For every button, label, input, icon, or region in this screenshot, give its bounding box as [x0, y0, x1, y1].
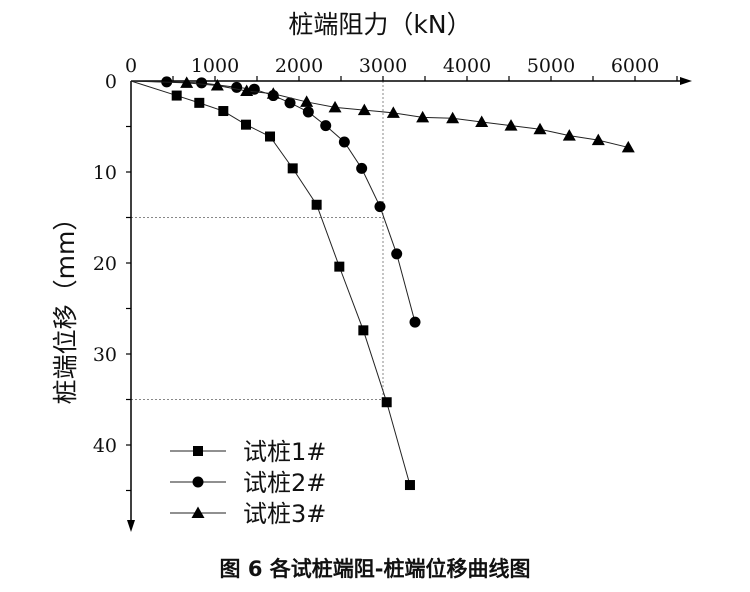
data-point-triangle: [210, 79, 224, 91]
data-point-circle: [302, 106, 314, 118]
data-point-triangle: [533, 122, 547, 135]
series-line-2: [130, 80, 416, 323]
data-point-square: [358, 325, 369, 336]
figure-caption: 图 6 各试桩端阻-桩端位移曲线图: [219, 557, 531, 581]
data-point-circle: [231, 81, 243, 93]
data-point-triangle: [180, 76, 194, 88]
legend-label: 试桩1#: [243, 438, 326, 466]
data-point-circle: [374, 201, 386, 213]
data-point-circle: [391, 248, 403, 260]
data-point-square: [194, 97, 205, 108]
data-point-triangle: [357, 103, 371, 116]
data-point-square: [334, 261, 345, 272]
legend-label: 试桩3#: [243, 500, 326, 528]
legend-marker-circle-icon: [192, 476, 204, 488]
data-point-triangle: [386, 106, 400, 118]
x-tick-label: 5000: [527, 55, 575, 77]
x-tick-label: 0: [125, 55, 137, 77]
legend-label: 试桩2#: [243, 469, 326, 497]
x-tick-label: 4000: [443, 55, 491, 77]
y-tick-label: 40: [93, 435, 117, 457]
data-point-triangle: [266, 87, 280, 99]
y-tick-label: 0: [105, 71, 117, 93]
data-point-triangle: [240, 84, 254, 97]
data-point-circle: [320, 120, 332, 132]
x-tick-label: 6000: [611, 55, 659, 77]
y-axis-title: 桩端位移（mm）: [51, 206, 80, 405]
data-point-circle: [338, 136, 350, 148]
data-point-triangle: [300, 95, 314, 107]
y-tick-label: 10: [93, 162, 117, 184]
data-point-square: [381, 397, 392, 408]
data-point-square: [311, 199, 322, 210]
x-tick-label: 3000: [359, 55, 407, 77]
y-tick-label: 20: [93, 253, 117, 275]
data-point-circle: [409, 316, 421, 328]
x-axis-arrow-icon: [680, 77, 692, 85]
y-tick-label: 30: [93, 344, 117, 366]
data-point-triangle: [591, 133, 605, 146]
data-point-square: [287, 163, 298, 174]
legend-marker-triangle-icon: [191, 506, 205, 518]
x-tick-label: 2000: [275, 55, 323, 77]
data-point-triangle: [504, 119, 518, 131]
data-point-circle: [356, 162, 368, 174]
series-line-3: [130, 80, 629, 148]
data-point-triangle: [621, 140, 635, 153]
data-point-square: [218, 106, 229, 117]
x-axis-title: 桩端阻力（kN）: [288, 10, 471, 39]
data-point-circle: [284, 97, 296, 109]
data-point-triangle: [328, 100, 342, 113]
data-point-circle: [196, 77, 208, 89]
data-point-triangle: [562, 129, 576, 141]
data-point-triangle: [446, 111, 460, 124]
y-axis-arrow-icon: [127, 520, 135, 532]
data-point-square: [240, 119, 251, 130]
data-point-square: [171, 90, 182, 101]
series-line-1: [130, 80, 411, 486]
data-point-square: [404, 480, 415, 491]
data-point-triangle: [416, 110, 430, 123]
data-point-triangle: [475, 115, 489, 127]
x-tick-label: 1000: [191, 55, 239, 77]
legend-marker-square-icon: [193, 446, 203, 456]
data-point-square: [265, 131, 276, 142]
